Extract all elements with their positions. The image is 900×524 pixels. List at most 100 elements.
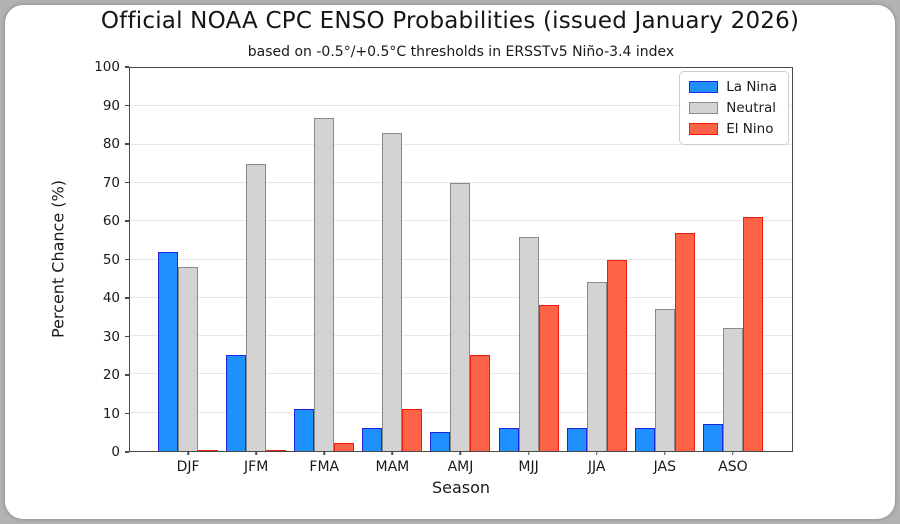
y-tick-label: 70 (102, 174, 120, 191)
y-tick-50: 50 (103, 252, 129, 268)
y-tick-label: 80 (102, 136, 120, 152)
bar-la-nina-mam (362, 428, 383, 451)
bar-neutral-amj (450, 182, 471, 451)
x-tick-label-jas: JAS (653, 459, 676, 475)
y-tick-mark (125, 143, 129, 145)
x-tick-jas (664, 451, 666, 455)
y-tick-0: 0 (111, 444, 129, 460)
bar-neutral-mam (382, 133, 403, 451)
y-tick-mark (125, 412, 129, 415)
x-tick-aso (732, 451, 734, 455)
bar-neutral-jja (586, 282, 607, 451)
legend-label-el-nino: El Nino (726, 121, 774, 137)
plot-area: DJF JFM FMA MAM AMJ MJJ JJA JAS ASO La Nina Neutr… (129, 67, 793, 475)
x-tick-label-jja: JJA (587, 459, 606, 475)
gridline-80 (130, 143, 792, 145)
bar-group-mam: MAM (358, 68, 426, 475)
bar-group-aso: ASO (699, 68, 767, 475)
y-tick-mark (125, 335, 129, 338)
y-tick-label: 20 (102, 367, 120, 383)
y-tick-70: 70 (103, 175, 129, 191)
y-tick-100: 100 (94, 59, 129, 75)
x-tick-mjj (527, 451, 530, 455)
y-tick-30: 30 (103, 329, 129, 345)
x-tick-label-mjj: MJJ (518, 459, 539, 475)
bar-la-nina-amj (430, 431, 451, 451)
y-tick-mark (125, 181, 129, 184)
x-tick-amj (459, 451, 462, 455)
y-tick-mark (125, 66, 129, 68)
gridline-90 (130, 105, 792, 107)
legend-item-neutral: Neutral (689, 100, 777, 116)
y-tick-mark (125, 104, 129, 107)
y-tick-label: 60 (102, 213, 120, 229)
bar-el-nino-mam (402, 408, 423, 451)
bar-la-nina-mjj (498, 428, 519, 451)
x-tick-jfm (255, 451, 257, 455)
x-tick-mam (391, 451, 394, 455)
bar-el-nino-jas (674, 232, 695, 451)
bar-la-nina-aso (702, 424, 723, 451)
bar-neutral-aso (722, 328, 743, 451)
bar-la-nina-jfm (226, 355, 247, 451)
y-tick-80: 80 (103, 136, 129, 152)
x-tick-label-aso: ASO (718, 459, 748, 475)
y-tick-mark (125, 258, 129, 261)
bar-el-nino-fma (334, 443, 355, 451)
y-tick-60: 60 (103, 213, 129, 229)
bar-groups: DJF JFM FMA MAM AMJ MJJ JJA JAS ASO (130, 68, 792, 475)
x-tick-label-fma: FMA (309, 459, 340, 475)
chart-title: Official NOAA CPC ENSO Probabilities (is… (100, 8, 800, 34)
x-axis-label: Season (431, 478, 491, 497)
bar-neutral-jfm (246, 163, 267, 451)
bar-group-mjj: MJJ (495, 68, 563, 475)
bar-group-jfm: JFM (222, 68, 290, 475)
bar-group-djf: DJF (154, 68, 222, 475)
y-tick-40: 40 (103, 290, 129, 306)
bar-el-nino-aso (742, 217, 763, 451)
y-tick-label: 30 (102, 328, 120, 345)
y-tick-label: 10 (102, 405, 120, 422)
bar-group-jja: JJA (563, 68, 631, 475)
y-tick-mark (125, 374, 129, 376)
legend-label-neutral: Neutral (726, 100, 777, 116)
gridline-70 (130, 181, 792, 183)
x-tick-fma (323, 451, 326, 455)
y-tick-mark (125, 451, 129, 453)
bar-group-amj: AMJ (426, 68, 494, 475)
bar-el-nino-jja (606, 259, 627, 451)
x-tick-jja (595, 451, 598, 455)
bar-la-nina-djf (158, 251, 179, 451)
legend-swatch-neutral (689, 102, 719, 114)
y-tick-label: 50 (102, 251, 120, 268)
bar-la-nina-jja (566, 428, 587, 451)
x-tick-label-mam: MAM (375, 459, 410, 475)
legend-label-la-nina: La Nina (726, 79, 777, 95)
bar-el-nino-djf (198, 450, 219, 451)
y-tick-90: 90 (103, 98, 129, 114)
y-tick-label: 0 (111, 444, 120, 460)
legend-item-la-nina: La Nina (689, 79, 777, 95)
bar-group-fma: FMA (290, 68, 358, 475)
x-tick-label-jfm: JFM (244, 459, 269, 475)
bar-el-nino-mjj (538, 305, 559, 451)
bar-neutral-fma (314, 117, 335, 451)
bar-group-jas: JAS (631, 68, 699, 475)
y-tick-10: 10 (103, 406, 129, 422)
legend: La Nina Neutral El Nino (679, 71, 789, 145)
legend-swatch-el-nino (689, 123, 719, 135)
legend-item-el-nino: El Nino (689, 121, 777, 137)
y-tick-label: 40 (102, 290, 120, 306)
bar-el-nino-amj (470, 355, 491, 451)
bar-neutral-mjj (518, 236, 539, 451)
y-tick-mark (125, 297, 129, 299)
bar-el-nino-jfm (266, 450, 287, 451)
bar-la-nina-jas (634, 428, 655, 451)
bar-la-nina-fma (294, 408, 315, 451)
y-tick-label: 100 (94, 59, 120, 75)
y-tick-mark (125, 220, 129, 222)
chart-subtitle: based on -0.5°/+0.5°C thresholds in ERSS… (247, 44, 675, 60)
x-tick-djf (187, 451, 189, 455)
legend-swatch-la-nina (689, 81, 719, 93)
